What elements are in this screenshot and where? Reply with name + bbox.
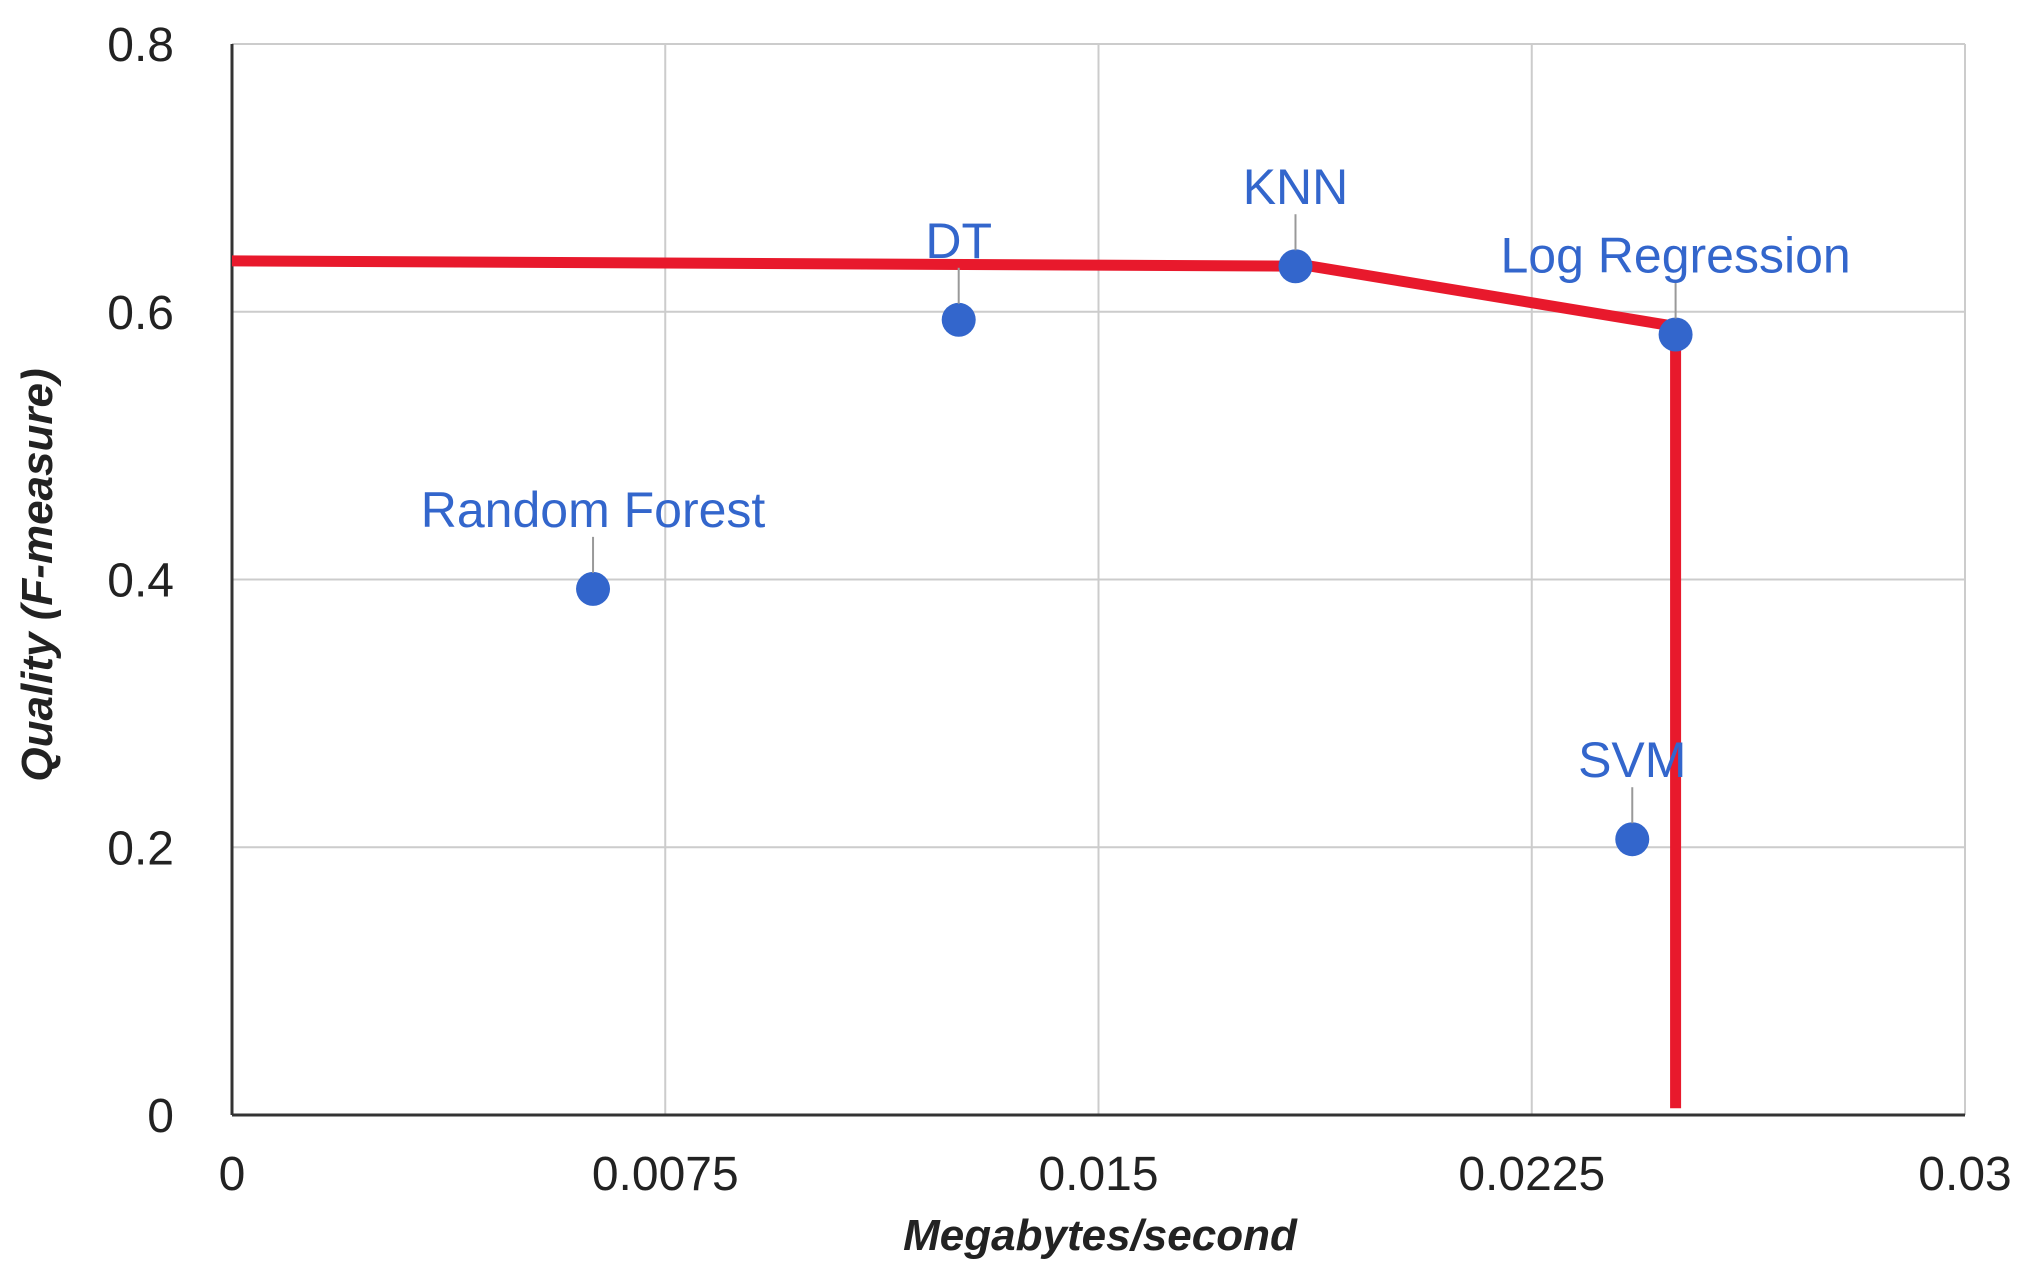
data-point (1278, 249, 1313, 284)
x-axis-title: Megabytes/second (903, 1211, 1298, 1260)
grid (232, 43, 1966, 1115)
point-label: Random Forest (421, 482, 766, 538)
data-point (941, 302, 976, 337)
x-tick-label: 0.015 (1038, 1148, 1158, 1201)
data-points (576, 249, 1693, 857)
point-label: KNN (1243, 159, 1349, 215)
frontier-line (231, 255, 1682, 1109)
y-axis-title: Quality (F-measure) (13, 368, 62, 781)
data-point (1615, 822, 1650, 857)
point-label: Log Regression (1500, 228, 1850, 284)
y-tick-label: 0.8 (107, 19, 174, 72)
axes (230, 44, 1965, 1117)
data-point (576, 571, 611, 606)
y-tick-label: 0.6 (107, 287, 174, 340)
x-tick-label: 0.0075 (592, 1148, 739, 1201)
tick-labels: 0 0.0075 0.015 0.0225 0.03 0 0.2 0.4 0.6 0.8 (107, 19, 2011, 1201)
x-tick-label: 0.0225 (1458, 1148, 1605, 1201)
y-tick-label: 0.2 (107, 822, 174, 875)
point-labels: Random Forest DT KNN SVM Log Regression (421, 159, 1851, 824)
frontier-line-path (231, 255, 1682, 1109)
point-label: DT (925, 213, 992, 269)
point-label: SVM (1578, 732, 1686, 788)
y-tick-label: 0 (147, 1090, 174, 1143)
data-point (1658, 317, 1693, 352)
x-tick-label: 0.03 (1918, 1148, 2011, 1201)
x-tick-label: 0 (219, 1148, 246, 1201)
y-tick-label: 0.4 (107, 555, 174, 608)
